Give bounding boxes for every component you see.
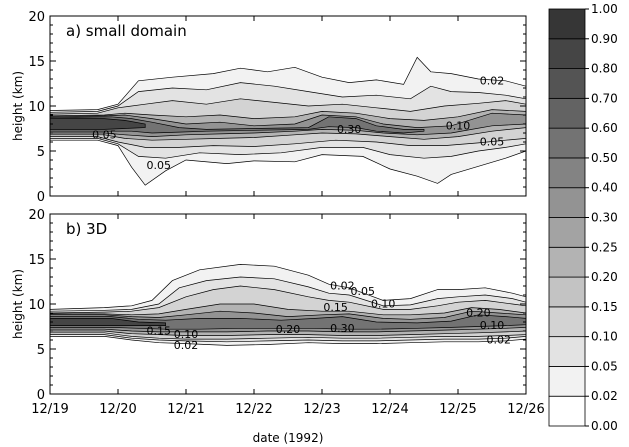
x-tick-label: 12/25 [439,402,476,417]
colorbar-swatch [548,68,586,99]
contour-band [50,314,526,330]
contour-label: 0.05 [480,136,505,149]
colorbar-label: 0.60 [591,121,618,135]
y-tick-label: 10 [28,100,45,115]
colorbar-swatch [548,366,586,397]
colorbar-label: 0.25 [591,240,618,254]
x-tick-label: 12/23 [303,402,340,417]
contour-label: 0.10 [371,298,396,311]
colorbar-label: 0.80 [591,62,618,76]
colorbar-swatch [548,127,586,159]
contour-label: 0.05 [351,285,376,298]
contour-label: 0.02 [174,339,199,352]
colorbar-swatch [548,276,586,308]
colorbar-swatch [548,246,586,278]
colorbar-label: 0.20 [591,270,618,284]
contour-labels: 0.020.050.100.150.20 0.300.15 0.100.020.20… [147,280,512,352]
panel-label: a) small domain [66,22,187,40]
y-tick-label: 5 [37,145,45,160]
contour-label: 0.02 [487,334,512,347]
contour-label: 0.10 [480,319,505,332]
colorbar-swatch [548,217,586,248]
colorbar-swatch [548,97,586,129]
y-tick-label: 15 [28,55,45,70]
contour-labels: 0.02 0.10 0.05 0.05 0.30 0.05 [92,74,504,172]
x-tick-label: 12/19 [31,402,68,417]
y-tick-label: 0 [37,388,45,403]
colorbar-label: 0.70 [591,91,618,105]
colorbar-label: 0.05 [591,359,618,373]
x-axis: 12/19 12/20 12/21 12/22 12/23 12/24 12/25 12/26 [31,402,544,417]
y-tick-label: 20 [28,10,45,25]
x-tick-label: 12/22 [235,402,272,417]
colorbar-swatch [548,395,586,427]
colorbar-swatch [548,336,586,367]
contour-label: 0.05 [92,128,117,141]
y-tick-label: 5 [37,343,45,358]
colorbar-label: 1.00 [591,2,618,16]
x-tick-label: 12/21 [167,402,204,417]
contour-fills [50,56,526,186]
contour-band [50,116,425,134]
contour-label: 0.15 [323,301,348,314]
contour-label: 0.30 [330,322,355,335]
x-tick-label: 12/26 [507,402,544,417]
x-axis-title: date (1992) [253,431,324,445]
colorbar-label: 0.40 [591,181,618,195]
contour-fills [50,264,526,346]
x-tick-label: 12/20 [99,402,136,417]
contour-band [50,118,146,130]
y-axis-title: height (km) [11,269,25,339]
contour-label: 0.20 [276,323,301,336]
y-tick-label: 20 [28,208,45,223]
contour-band [50,318,166,326]
y-axis-title: height (km) [11,71,25,141]
colorbar-swatch [548,157,586,189]
panel-label: b) 3D [66,220,107,238]
colorbar-swatch [548,8,586,40]
y-tick-label: 10 [28,298,45,313]
contour-label: 0.02 [480,74,505,87]
colorbar-label: 0.10 [591,330,618,344]
x-tick-label: 12/24 [371,402,408,417]
colorbar-label: 0.00 [591,419,618,433]
contour-label: 0.30 [337,123,362,136]
colorbar-label: 0.15 [591,300,618,314]
colorbar: 0.00 0.02 0.05 0.10 0.15 0.20 0.25 0.30 0.40 0.50… [548,2,618,433]
y-tick-label: 15 [28,253,45,268]
colorbar-label: 0.50 [591,151,618,165]
contour-label: 0.05 [147,159,172,172]
contour-label: 0.20 [466,307,491,320]
contour-label: 0.10 [446,119,471,132]
colorbar-label: 0.02 [591,389,618,403]
colorbar-swatch [548,306,586,338]
colorbar-swatch [548,38,586,69]
colorbar-label: 0.90 [591,32,618,46]
contour-label: 0.15 [147,325,172,338]
contour-label: 0.10 [174,328,199,341]
contour-label: 0.02 [330,280,355,293]
colorbar-swatch [548,187,586,218]
colorbar-label: 0.30 [591,211,618,225]
y-tick-label: 0 [37,190,45,205]
